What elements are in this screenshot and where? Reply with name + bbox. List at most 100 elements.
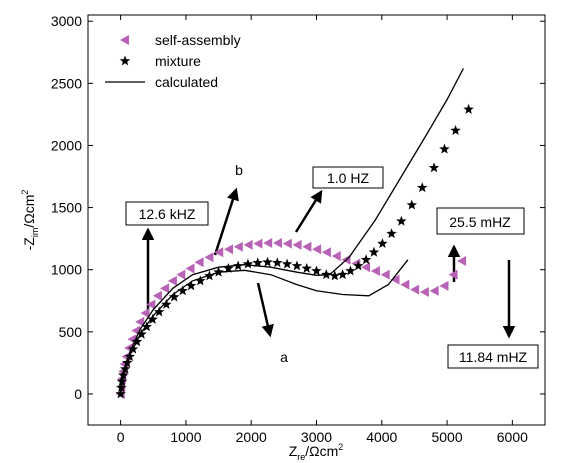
point — [292, 239, 302, 250]
point — [321, 247, 331, 258]
point — [161, 298, 172, 309]
point — [439, 280, 449, 291]
point — [147, 313, 158, 324]
x-tick-label: 0 — [117, 429, 125, 445]
point — [281, 258, 293, 269]
y-axis-label-part: -Z — [21, 237, 37, 251]
annotation-box — [312, 166, 384, 189]
legend-label: self-assembly — [155, 32, 241, 48]
point — [135, 316, 145, 327]
y-axis-label-part: /Ωcm — [21, 195, 37, 228]
annotation: 12.6 kHZ — [139, 206, 196, 222]
x-tick-label: 2000 — [236, 429, 267, 445]
point — [185, 263, 195, 274]
y-axis-label-part: im — [30, 228, 40, 238]
annotation: b — [235, 162, 243, 178]
point — [167, 275, 177, 286]
point — [439, 143, 450, 154]
annotation-box — [447, 344, 539, 369]
annotation: 11.84 mHZ — [459, 349, 528, 365]
point — [136, 328, 147, 339]
point — [291, 260, 303, 271]
point — [429, 285, 439, 296]
y-tick-label: 1500 — [51, 200, 82, 216]
point — [410, 284, 420, 295]
legend-marker — [120, 35, 129, 45]
x-axis-label-part: Z — [289, 443, 298, 459]
point — [185, 280, 197, 291]
point — [282, 238, 292, 249]
point — [195, 275, 206, 286]
point — [329, 270, 341, 281]
y-axis-label: -Zim/Ωcm2 — [20, 190, 40, 251]
point — [417, 182, 428, 193]
point — [396, 215, 407, 226]
point — [361, 262, 371, 273]
point — [176, 269, 186, 280]
point — [400, 279, 410, 290]
series-line — [119, 68, 464, 395]
point — [345, 265, 356, 276]
annotation: 25.5 mHZ — [449, 214, 511, 230]
point — [224, 244, 234, 255]
point — [223, 262, 234, 273]
point — [177, 285, 188, 296]
point — [168, 291, 180, 302]
point — [377, 238, 388, 249]
point — [243, 239, 253, 250]
point — [152, 290, 162, 301]
point — [463, 103, 474, 114]
point — [160, 283, 170, 294]
point — [301, 262, 312, 273]
x-axis-label-part: /Ωcm — [305, 443, 338, 459]
annotation-boxes — [125, 166, 539, 369]
y-tick-label: 1000 — [51, 262, 82, 278]
arrow — [294, 189, 323, 233]
point — [457, 256, 467, 266]
point — [353, 260, 364, 271]
point — [406, 199, 418, 210]
point — [233, 241, 243, 252]
legend-label: calculated — [155, 74, 218, 90]
point — [450, 125, 461, 135]
y-tick-label: 2000 — [51, 137, 82, 153]
annotation-box — [436, 207, 525, 235]
point — [272, 237, 282, 248]
annotation: 1.0 HZ — [327, 170, 369, 186]
point — [419, 287, 429, 298]
x-axis-label: Zre/Ωcm2 — [289, 442, 344, 462]
point — [263, 237, 273, 248]
point — [272, 257, 283, 268]
point — [153, 306, 165, 317]
point — [194, 257, 204, 268]
x-tick-label: 5000 — [431, 429, 462, 445]
point — [370, 265, 380, 276]
y-tick-label: 500 — [59, 324, 83, 340]
y-tick-label: 0 — [74, 386, 82, 402]
point — [448, 269, 458, 280]
point — [386, 228, 397, 239]
point — [204, 252, 214, 263]
annotation-box — [125, 201, 209, 226]
point — [141, 321, 152, 332]
point — [321, 269, 332, 280]
y-axis-label-part: 2 — [20, 190, 30, 195]
point — [331, 251, 341, 262]
point — [140, 308, 150, 319]
point — [428, 162, 440, 173]
x-tick-label: 1000 — [170, 429, 201, 445]
x-axis-label-part: 2 — [338, 442, 343, 452]
arrow — [256, 282, 274, 338]
y-tick-label: 2500 — [51, 75, 82, 91]
point — [146, 299, 156, 310]
x-tick-label: 3000 — [301, 429, 332, 445]
point — [214, 247, 224, 258]
x-axis-label-part: re — [297, 452, 305, 462]
legend-label: mixture — [155, 53, 201, 69]
point — [312, 244, 322, 255]
point — [302, 241, 312, 252]
point — [311, 265, 322, 276]
y-tick-label: 3000 — [51, 13, 82, 29]
legend-marker — [119, 55, 131, 66]
